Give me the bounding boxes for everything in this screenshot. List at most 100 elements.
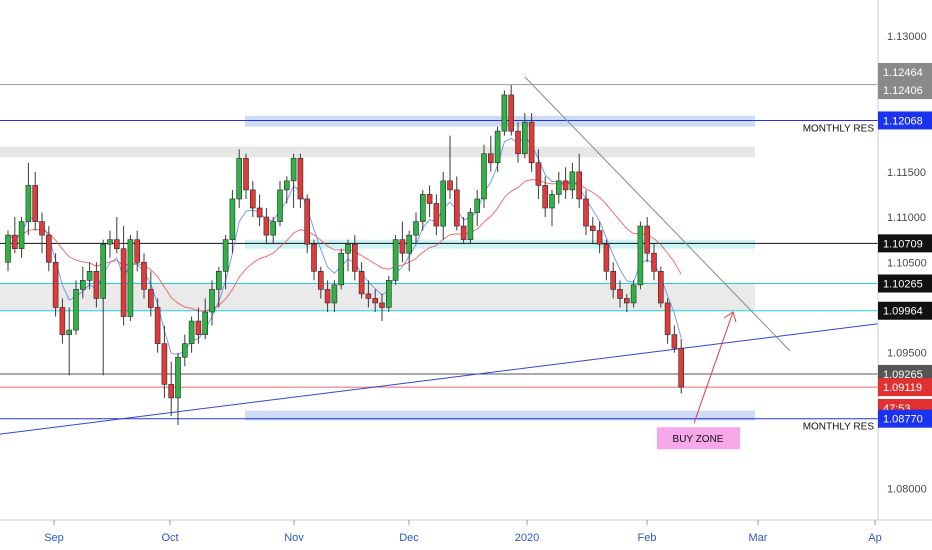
candle[interactable] <box>80 266 86 299</box>
candle[interactable] <box>120 226 127 326</box>
candle[interactable] <box>32 171 39 231</box>
candle[interactable] <box>460 217 467 245</box>
candle[interactable] <box>623 293 630 312</box>
candle[interactable] <box>596 221 603 254</box>
candle[interactable] <box>617 280 623 308</box>
candle[interactable] <box>73 280 79 335</box>
candle[interactable] <box>195 307 202 344</box>
candle[interactable] <box>168 361 174 416</box>
candle[interactable] <box>86 262 93 290</box>
candle[interactable] <box>474 189 481 227</box>
candle[interactable] <box>188 316 195 353</box>
candle[interactable] <box>154 298 161 353</box>
candle[interactable] <box>134 230 140 272</box>
candle[interactable] <box>324 280 331 312</box>
candle[interactable] <box>141 253 147 299</box>
candle[interactable] <box>481 144 487 208</box>
candle[interactable] <box>603 239 610 281</box>
candle[interactable] <box>345 239 351 272</box>
candle[interactable] <box>657 266 664 308</box>
candle[interactable] <box>494 126 501 172</box>
candle[interactable] <box>562 167 569 199</box>
candle[interactable] <box>236 149 242 208</box>
candle[interactable] <box>127 235 134 322</box>
candle[interactable] <box>175 352 181 426</box>
candle[interactable] <box>365 280 372 308</box>
candle[interactable] <box>222 235 229 290</box>
candle[interactable] <box>25 162 32 236</box>
candle[interactable] <box>549 189 555 227</box>
candle[interactable] <box>283 176 290 204</box>
candle[interactable] <box>148 271 154 317</box>
candle[interactable] <box>610 262 617 299</box>
candle[interactable] <box>216 266 222 308</box>
candle[interactable] <box>630 280 637 308</box>
candle[interactable] <box>317 266 324 299</box>
candle[interactable] <box>311 239 317 281</box>
candle[interactable] <box>419 189 426 231</box>
candle[interactable] <box>256 194 263 227</box>
candle[interactable] <box>406 230 413 272</box>
candle[interactable] <box>651 244 657 281</box>
candle[interactable] <box>678 339 685 394</box>
candle[interactable] <box>576 153 583 208</box>
candle[interactable] <box>440 171 447 240</box>
candle[interactable] <box>45 226 52 272</box>
candle[interactable] <box>229 189 236 254</box>
candle[interactable] <box>433 194 440 236</box>
candle[interactable] <box>331 280 338 312</box>
candle[interactable] <box>182 334 188 367</box>
price-axis[interactable]: 1.13000 1.11500 1.11000 1.10500 1.09500 1.080… <box>887 31 927 495</box>
candle[interactable] <box>304 194 311 254</box>
candle[interactable] <box>664 298 671 344</box>
candle[interactable] <box>270 217 277 245</box>
candle[interactable] <box>39 212 45 254</box>
candle[interactable] <box>515 122 521 163</box>
candle[interactable] <box>209 280 215 326</box>
candle[interactable] <box>100 239 106 376</box>
candle[interactable] <box>413 212 419 245</box>
candle[interactable] <box>542 176 549 218</box>
candle[interactable] <box>250 180 256 218</box>
candle[interactable] <box>521 113 528 159</box>
candle[interactable] <box>487 135 494 172</box>
candle[interactable] <box>263 208 270 245</box>
candle[interactable] <box>671 325 678 353</box>
candle[interactable] <box>392 235 399 285</box>
candle[interactable] <box>12 217 18 254</box>
candle[interactable] <box>379 293 385 322</box>
candle[interactable] <box>277 180 283 227</box>
candle[interactable] <box>93 262 100 308</box>
candle[interactable] <box>385 275 392 312</box>
candle[interactable] <box>107 230 113 258</box>
candle[interactable] <box>338 248 345 290</box>
candle[interactable] <box>583 189 589 236</box>
candle[interactable] <box>399 221 406 263</box>
candle[interactable] <box>351 235 358 281</box>
candle[interactable] <box>59 298 66 344</box>
candle[interactable] <box>243 153 249 199</box>
candle[interactable] <box>535 149 542 199</box>
candle[interactable] <box>501 90 508 136</box>
candle[interactable] <box>5 230 11 272</box>
candle[interactable] <box>52 253 59 317</box>
candle[interactable] <box>202 298 208 340</box>
candle[interactable] <box>297 153 304 208</box>
candle[interactable] <box>589 217 596 245</box>
candle[interactable] <box>447 135 453 199</box>
candle[interactable] <box>637 221 644 290</box>
candle[interactable] <box>290 153 297 208</box>
candle[interactable] <box>426 185 433 218</box>
candle[interactable] <box>372 289 379 312</box>
candles-layer[interactable] <box>5 85 685 426</box>
candle[interactable] <box>569 162 576 199</box>
candle[interactable] <box>66 307 72 376</box>
candle[interactable] <box>508 85 515 136</box>
candle[interactable] <box>18 217 25 258</box>
candle[interactable] <box>114 217 120 254</box>
candle[interactable] <box>644 217 651 263</box>
time-axis[interactable]: Sep Oct Nov Dec 2020 Feb Mar Ap <box>44 520 882 544</box>
candle[interactable] <box>453 176 460 231</box>
candle[interactable] <box>161 325 168 398</box>
candle[interactable] <box>467 208 474 245</box>
